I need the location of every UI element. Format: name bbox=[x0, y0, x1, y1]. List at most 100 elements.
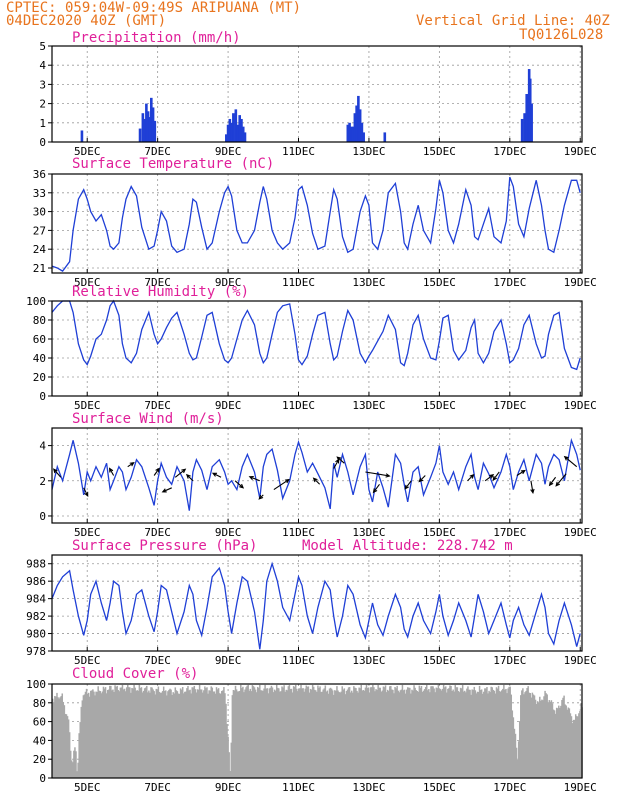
cloud-bar bbox=[336, 686, 338, 778]
cloud-bar bbox=[405, 689, 408, 778]
cloud-bar bbox=[285, 689, 287, 778]
cloud-bar bbox=[443, 687, 446, 778]
cloud-bar bbox=[505, 688, 507, 778]
cloud-bar bbox=[551, 703, 554, 778]
cloud-bar bbox=[366, 687, 369, 778]
cloud-bar bbox=[249, 688, 252, 778]
cloud-bar bbox=[299, 688, 301, 778]
cloud-bar bbox=[428, 689, 430, 778]
precip-frame bbox=[51, 45, 583, 143]
cloud-bar bbox=[345, 691, 348, 778]
cloud-bar bbox=[368, 692, 371, 778]
precip-bar bbox=[232, 113, 235, 142]
cloud-bar bbox=[420, 686, 423, 778]
cloud-bar bbox=[365, 684, 368, 778]
pres-panel: Surface Pressure (hPa) Model Altitude: 22… bbox=[26, 538, 597, 667]
pres-frame bbox=[51, 554, 583, 652]
cloud-bar bbox=[174, 687, 177, 778]
cloud-bar bbox=[508, 686, 510, 778]
cloud-bar bbox=[159, 692, 162, 778]
cloud-bar bbox=[502, 688, 504, 778]
wind-arrow bbox=[365, 471, 391, 478]
cloud-bar bbox=[303, 691, 305, 778]
precip-ytick-label: 2 bbox=[39, 98, 46, 111]
cloud-bar bbox=[261, 690, 263, 778]
cloud-bar bbox=[522, 688, 524, 778]
cloud-bar bbox=[571, 723, 574, 778]
cloud-bar bbox=[537, 702, 540, 778]
cloud-bar bbox=[280, 691, 282, 778]
cloud-bar bbox=[580, 703, 582, 778]
rh-ytick-label: 0 bbox=[39, 390, 46, 403]
temp-series-line bbox=[51, 176, 581, 272]
cloud-bar bbox=[393, 693, 395, 778]
wind-arrow bbox=[127, 462, 135, 468]
pres-xtick-label: 15DEC bbox=[423, 654, 456, 667]
temp-xtick-label: 7DEC bbox=[144, 276, 171, 289]
cloud-bar bbox=[325, 691, 328, 778]
pres-xtick-label: 11DEC bbox=[282, 654, 315, 667]
cloud-bar bbox=[120, 687, 123, 778]
cloud-bar bbox=[448, 688, 450, 778]
cloud-bar bbox=[205, 688, 207, 778]
cloud-bar bbox=[91, 690, 93, 778]
cloud-bar bbox=[122, 689, 125, 778]
precip-xtick-label: 17DEC bbox=[493, 145, 526, 158]
cloud-bar bbox=[294, 684, 297, 778]
cloud-bar bbox=[409, 687, 411, 778]
cloud-bar bbox=[375, 689, 377, 778]
precip-xtick-label: 9DEC bbox=[215, 145, 242, 158]
cloud-bar bbox=[142, 690, 145, 778]
cloud-xtick-label: 17DEC bbox=[493, 781, 526, 794]
cloud-bar bbox=[310, 689, 313, 778]
cloud-bar bbox=[501, 690, 503, 778]
cloud-bar bbox=[349, 692, 352, 778]
cloud-bar bbox=[378, 687, 380, 778]
cloud-bar bbox=[352, 692, 354, 778]
cloud-bar bbox=[460, 688, 463, 778]
cloud-bar bbox=[74, 747, 76, 778]
cloud-bar bbox=[86, 693, 89, 778]
cloud-bar bbox=[404, 693, 407, 778]
cloud-bar bbox=[290, 688, 293, 778]
cloud-bar bbox=[396, 685, 398, 778]
cloud-bar bbox=[414, 687, 416, 778]
temp-ytick-label: 24 bbox=[33, 243, 47, 256]
cloud-bar bbox=[371, 687, 373, 778]
cloud-bar bbox=[83, 694, 86, 778]
cloud-bar bbox=[326, 690, 329, 778]
cloud-bar bbox=[97, 686, 99, 778]
cloud-bar bbox=[234, 685, 237, 778]
cloud-bar bbox=[477, 691, 480, 778]
cloud-bar bbox=[552, 709, 555, 778]
cloud-bar bbox=[337, 690, 339, 778]
cloud-bar bbox=[103, 688, 106, 778]
cloud-bar bbox=[232, 690, 235, 778]
cloud-xtick-label: 5DEC bbox=[74, 781, 101, 794]
cloud-bar bbox=[401, 684, 404, 778]
cloud-bar bbox=[432, 686, 434, 778]
cloud-bar bbox=[573, 719, 576, 778]
cloud-bar bbox=[202, 692, 204, 778]
precip-bar bbox=[240, 118, 243, 142]
cloud-bar bbox=[480, 689, 483, 778]
cloud-bar bbox=[256, 686, 259, 778]
cloud-bar bbox=[429, 692, 431, 778]
pres-xtick-label: 13DEC bbox=[352, 654, 385, 667]
cloud-bar bbox=[52, 698, 54, 778]
cloud-bar bbox=[363, 690, 366, 778]
cloud-bar bbox=[545, 693, 547, 778]
cloud-bar bbox=[338, 691, 340, 778]
cloud-bar bbox=[416, 690, 418, 778]
temp-ytick-label: 30 bbox=[33, 206, 46, 219]
cloud-bar bbox=[417, 691, 420, 778]
precip-bar bbox=[238, 115, 242, 142]
cloud-bar bbox=[219, 693, 222, 778]
wind-arrow bbox=[336, 456, 345, 464]
cloud-bar bbox=[383, 687, 386, 778]
cloud-xtick-label: 13DEC bbox=[352, 781, 385, 794]
cloud-bar bbox=[464, 690, 466, 778]
precip-ytick-label: 1 bbox=[39, 117, 46, 130]
